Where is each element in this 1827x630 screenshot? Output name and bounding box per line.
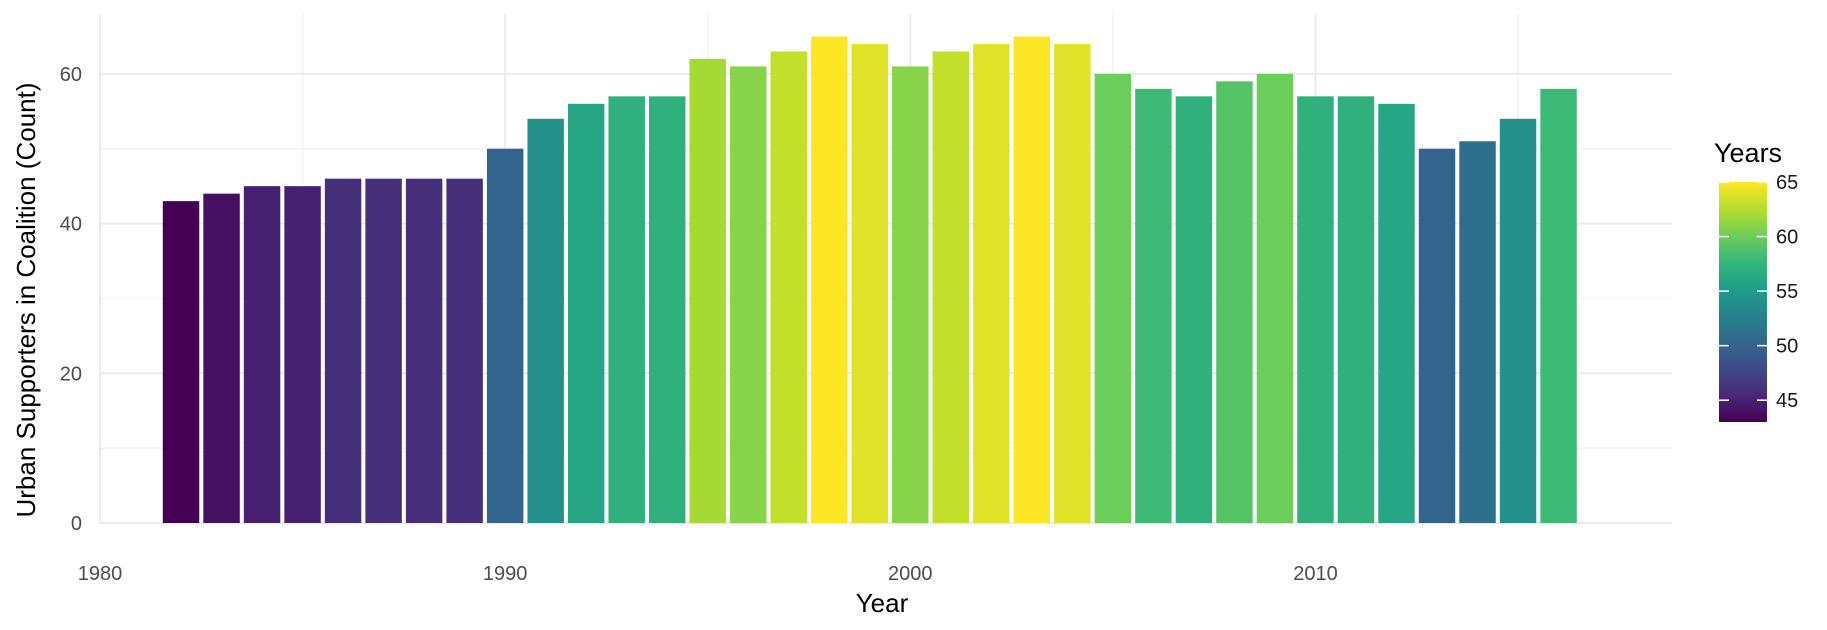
bar-2012	[1378, 103, 1415, 523]
x-tick-label: 1980	[78, 563, 123, 585]
bar-2003	[1013, 36, 1051, 524]
bar-1994	[648, 96, 686, 524]
legend-tick-label: 50	[1776, 336, 1798, 358]
bar-1991	[527, 118, 564, 523]
legend-tick-label: 65	[1776, 172, 1798, 194]
axis-ticks: 1980 1990 2000 2010 0 20 40 60	[60, 64, 1338, 585]
bar-1990	[486, 148, 524, 523]
bar-1999	[851, 43, 889, 524]
bar-2014	[1459, 141, 1496, 523]
y-tick-label: 60	[60, 64, 82, 86]
legend-tick-label: 55	[1776, 281, 1798, 303]
bar-2000	[892, 66, 929, 523]
bar-1987	[365, 178, 402, 524]
bar-1998	[811, 36, 848, 524]
bar-2015	[1499, 118, 1537, 523]
bar-2007	[1175, 96, 1213, 524]
bar-1985	[284, 186, 321, 524]
bars-group	[162, 36, 1577, 524]
legend-ticks: 45 50 55 60 65	[1719, 172, 1798, 412]
legend-tick-label: 60	[1776, 227, 1798, 249]
legend-tick-label: 45	[1776, 390, 1798, 412]
bar-2006	[1135, 88, 1172, 524]
bar-2011	[1337, 96, 1375, 524]
bar-2009	[1256, 73, 1294, 523]
x-tick-label: 2010	[1293, 563, 1338, 585]
bar-2005	[1094, 73, 1132, 523]
bar-1984	[243, 186, 281, 524]
legend-colorbar	[1719, 182, 1767, 422]
bar-1982	[162, 201, 200, 523]
bar-2008	[1216, 81, 1253, 523]
bar-1988	[405, 178, 443, 524]
y-tick-label: 40	[60, 214, 82, 236]
bar-2010	[1297, 96, 1334, 524]
y-tick-label: 20	[60, 363, 82, 385]
color-legend: Years 45 50 55 60 65	[1714, 138, 1798, 422]
x-tick-label: 2000	[888, 563, 933, 585]
bar-1986	[324, 178, 362, 524]
legend-title: Years	[1714, 138, 1782, 168]
x-tick-label: 1990	[483, 563, 528, 585]
bar-1995	[689, 58, 726, 523]
bar-1993	[608, 96, 645, 524]
bar-1983	[203, 193, 240, 523]
bar-1997	[770, 51, 807, 523]
bar-1996	[730, 66, 767, 523]
bar-2004	[1054, 43, 1091, 524]
y-axis-title: Urban Supporters in Coalition (Count)	[11, 83, 41, 518]
x-axis-title: Year	[856, 588, 909, 618]
bar-1992	[567, 103, 605, 523]
bar-2002	[973, 43, 1010, 524]
y-tick-label: 0	[71, 513, 82, 535]
bar-2013	[1418, 148, 1456, 523]
bar-2001	[932, 51, 970, 523]
bar-1989	[446, 178, 483, 524]
bar-2016	[1540, 88, 1577, 524]
